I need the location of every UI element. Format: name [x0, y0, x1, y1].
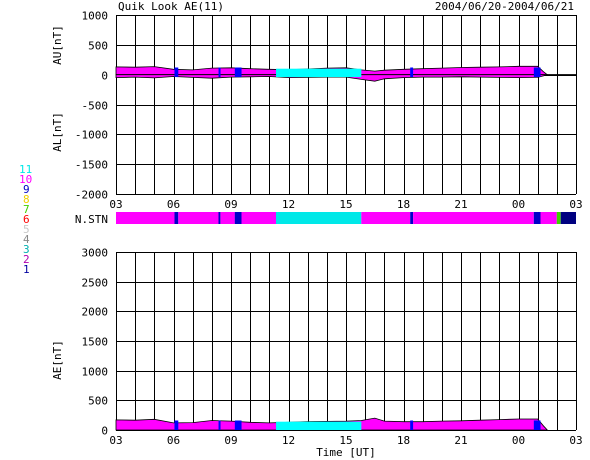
legend-item-7: 7 — [23, 203, 30, 216]
ae-station-marker — [410, 420, 414, 430]
top-ytick-label: -2000 — [75, 189, 108, 202]
au-station-marker — [533, 67, 541, 78]
ae-xtick-label: 21 — [454, 434, 467, 447]
ae-cyan-band — [276, 421, 362, 430]
top-ytick-label: 0 — [101, 70, 108, 83]
top-xtick-label: 12 — [282, 198, 295, 211]
legend-item-3: 3 — [23, 243, 30, 256]
nstn-segment — [276, 212, 362, 224]
legend-item-10: 10 — [19, 173, 33, 186]
nstn-segment — [361, 212, 411, 224]
au-station-marker — [410, 67, 414, 78]
au-cyan-band — [276, 68, 362, 78]
nstn-segment — [241, 212, 276, 224]
legend-item-1: 1 — [23, 263, 30, 276]
ae-ytick-label: 1000 — [82, 366, 109, 379]
nstn-segment — [174, 212, 179, 224]
legend-item-11: 11 — [19, 163, 33, 176]
ae-xtick-label: 12 — [282, 434, 295, 447]
ae-ytick-label: 1500 — [82, 336, 109, 349]
ae-xtick-label: 09 — [224, 434, 237, 447]
top-ytick-label: 1000 — [82, 10, 109, 23]
legend-item-6: 6 — [23, 213, 30, 226]
al-axis-label: AL[nT] — [51, 112, 64, 152]
au-station-marker — [174, 67, 179, 78]
ae-ytick-label: 500 — [88, 395, 108, 408]
nstn-segment — [218, 212, 221, 224]
legend-item-2: 2 — [23, 253, 30, 266]
nstn-segment — [560, 212, 576, 224]
top-xtick-label: 15 — [339, 198, 352, 211]
au-axis-label: AU[nT] — [51, 25, 64, 65]
ae-ytick-label: 3000 — [82, 247, 109, 260]
date-range: 2004/06/20-2004/06/21 — [434, 0, 574, 13]
top-ytick-label: 500 — [88, 40, 108, 53]
ae-xtick-label: 03 — [109, 434, 122, 447]
ae-ytick-label: 2000 — [82, 306, 109, 319]
legend-item-5: 5 — [23, 223, 30, 236]
ae-station-marker — [234, 420, 242, 430]
nstn-segment — [533, 212, 541, 224]
top-xtick-label: 09 — [224, 198, 237, 211]
ae-station-marker — [533, 420, 541, 430]
legend-item-4: 4 — [23, 233, 30, 246]
x-axis-label: Time [UT] — [316, 446, 376, 459]
nstn-segment — [234, 212, 242, 224]
ae-ytick-label: 0 — [101, 425, 108, 438]
ae-ytick-label: 2500 — [82, 277, 109, 290]
top-xtick-label: 03 — [569, 198, 582, 211]
top-xtick-label: 21 — [454, 198, 467, 211]
ae-station-marker — [218, 420, 221, 430]
nstn-label: N.STN — [75, 213, 108, 226]
ae-xtick-label: 18 — [397, 434, 410, 447]
au-station-marker — [234, 67, 242, 78]
top-xtick-label: 00 — [512, 198, 525, 211]
ae-xtick-label: 15 — [339, 434, 352, 447]
nstn-segment — [413, 212, 534, 224]
nstn-segment — [556, 212, 561, 224]
ae-xtick-label: 06 — [167, 434, 180, 447]
top-ytick-label: -1500 — [75, 159, 108, 172]
top-xtick-label: 03 — [109, 198, 122, 211]
nstn-segment — [178, 212, 219, 224]
nstn-segment — [116, 212, 175, 224]
top-xtick-label: 06 — [167, 198, 180, 211]
al-area — [115, 74, 548, 82]
top-ytick-label: -500 — [82, 100, 109, 113]
au-station-marker — [218, 67, 221, 78]
chart-title: Quik Look AE(11) — [118, 0, 224, 13]
ae-xtick-label: 03 — [569, 434, 582, 447]
nstn-segment — [220, 212, 235, 224]
nstn-segment — [540, 212, 557, 224]
legend-item-8: 8 — [23, 193, 30, 206]
legend-item-9: 9 — [23, 183, 30, 196]
nstn-segment — [410, 212, 414, 224]
top-ytick-label: -1000 — [75, 129, 108, 142]
ae-axis-label: AE[nT] — [51, 340, 64, 380]
ae-station-marker — [174, 420, 179, 430]
top-xtick-label: 18 — [397, 198, 410, 211]
ae-xtick-label: 00 — [512, 434, 525, 447]
